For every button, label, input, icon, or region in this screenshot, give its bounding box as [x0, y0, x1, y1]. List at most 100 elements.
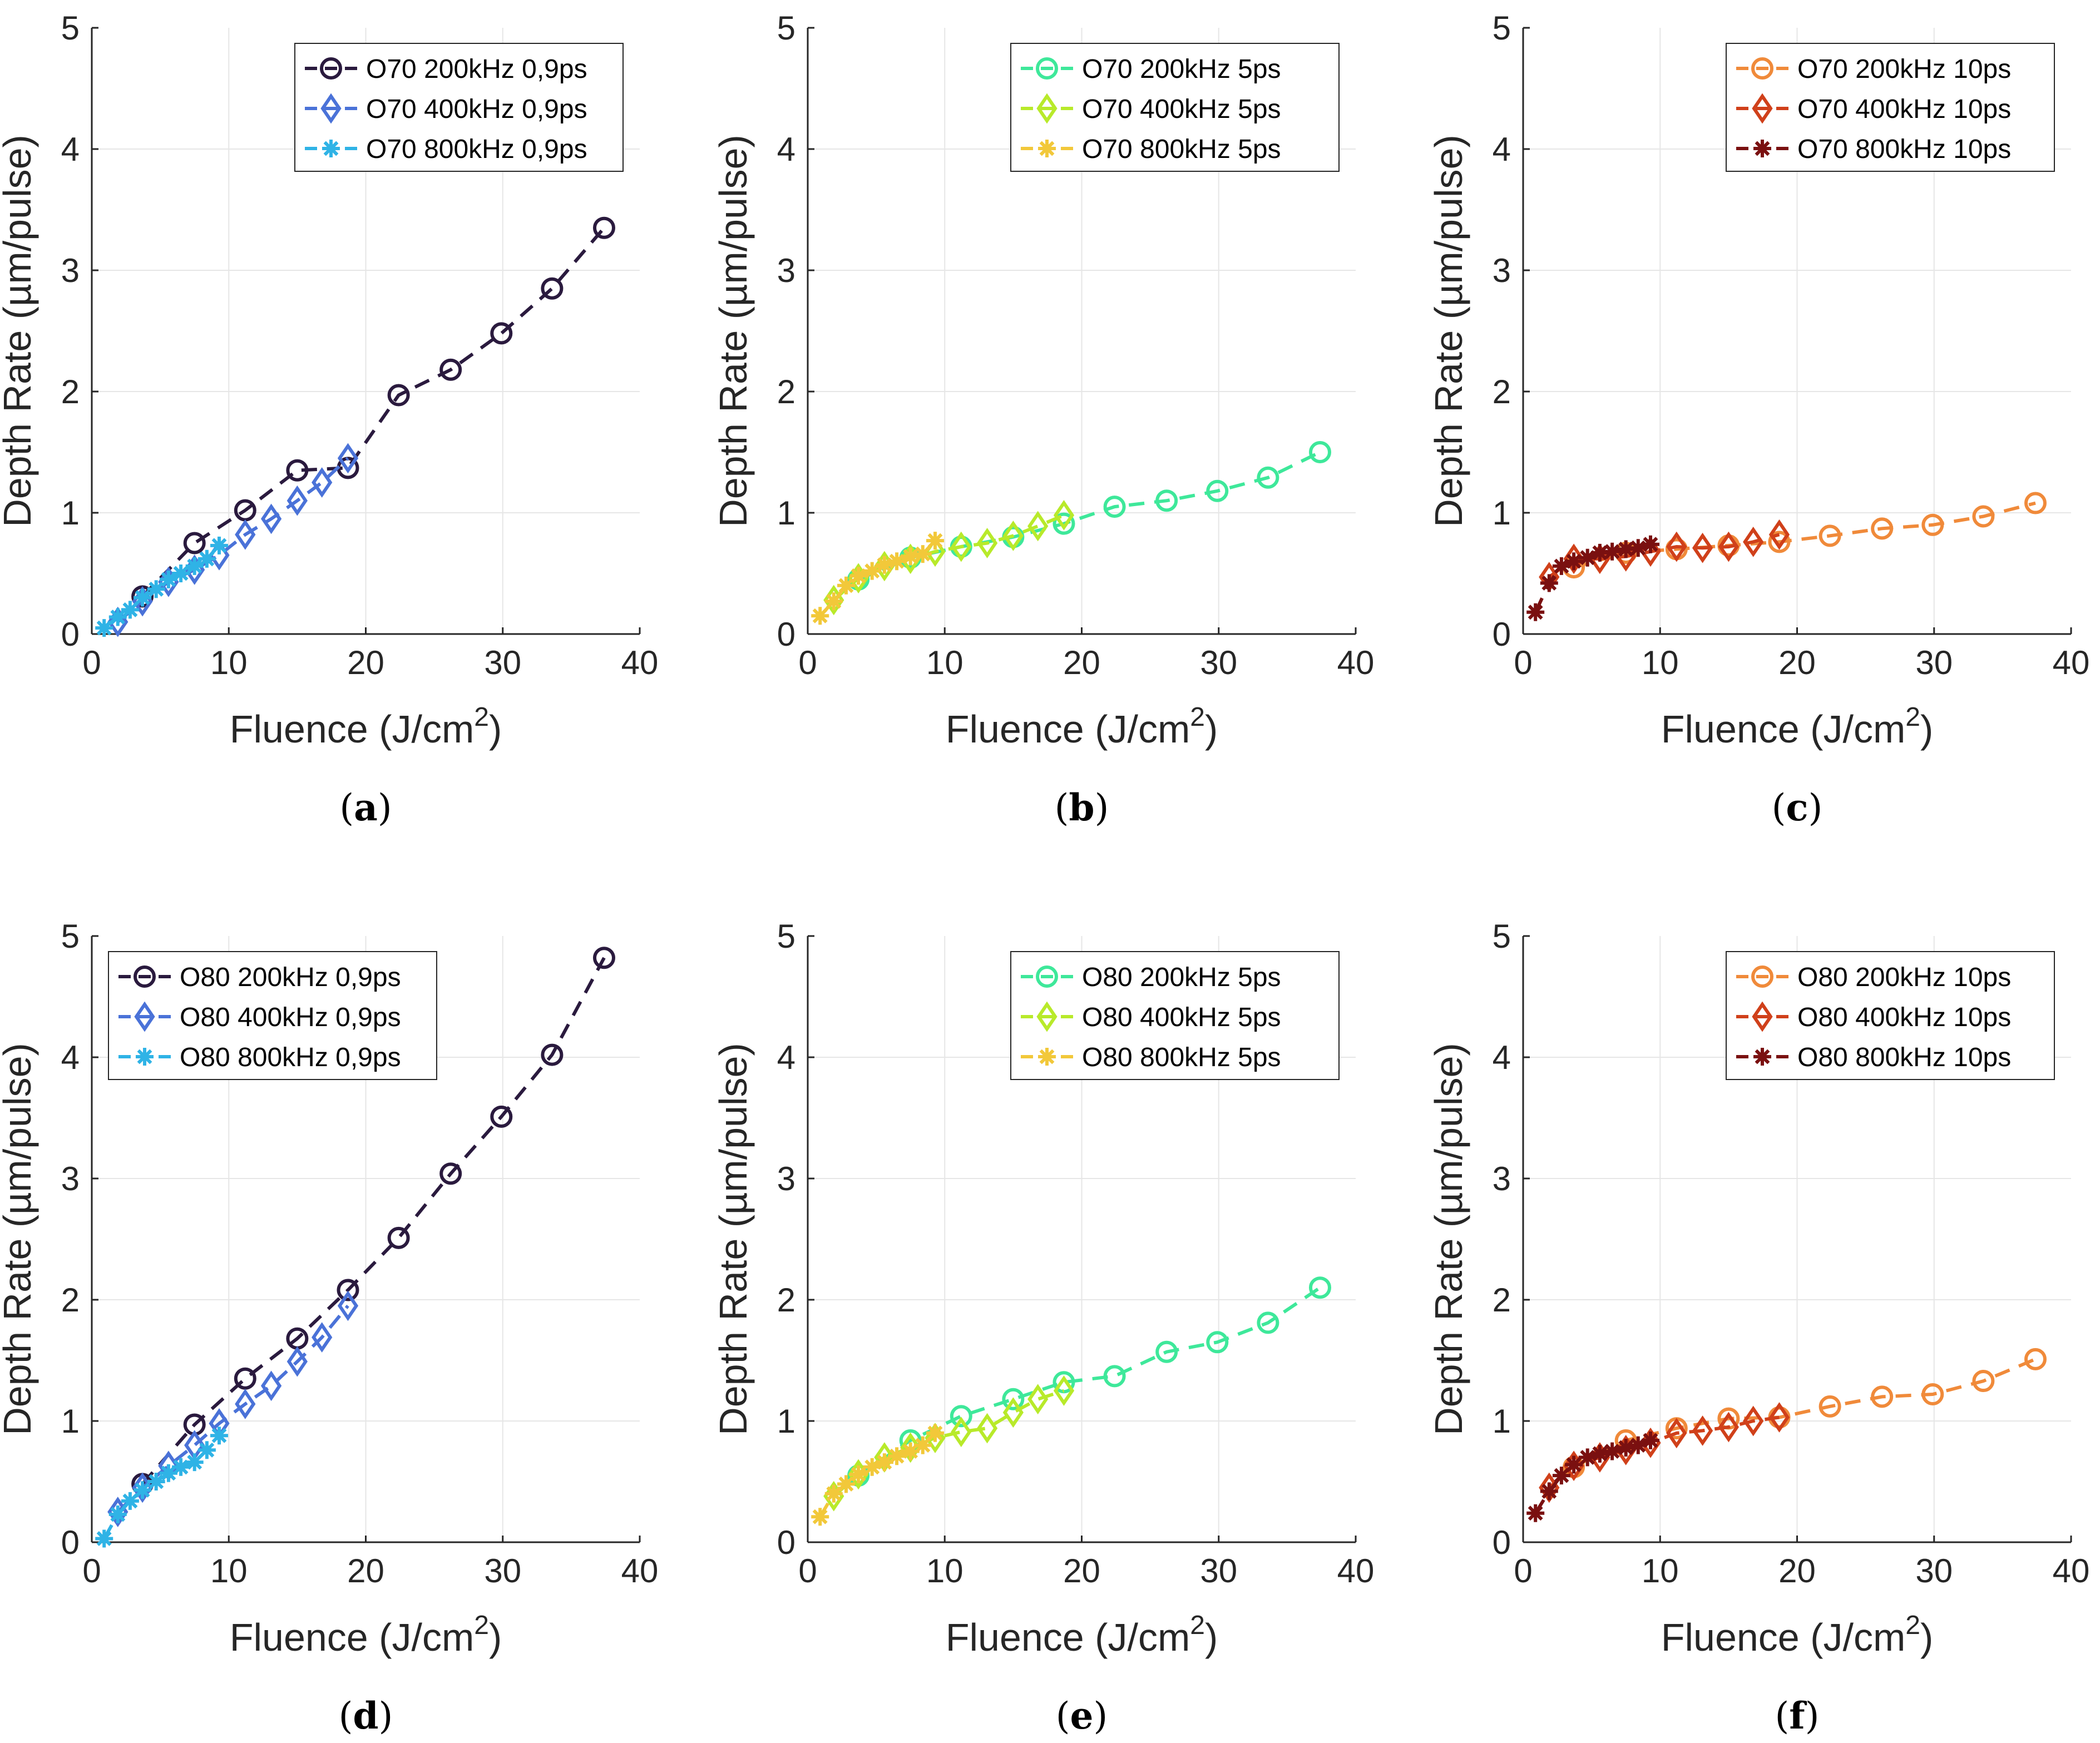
- data-point: [1563, 1450, 1584, 1481]
- data-point: [1257, 1311, 1279, 1334]
- data-point: [1206, 1331, 1229, 1354]
- legend-marker: [134, 965, 156, 988]
- data-point: [1027, 511, 1049, 542]
- y-tick-label: 0: [61, 1524, 80, 1561]
- x-axis-title: Fluence (J/cm2): [230, 702, 502, 751]
- x-axis-title-close: ): [1920, 1616, 1933, 1659]
- y-tick-label: 4: [777, 1039, 795, 1076]
- caption-open: (: [1775, 1695, 1790, 1737]
- panel-caption: (d): [339, 1694, 393, 1737]
- x-tick-label: 20: [1063, 644, 1100, 681]
- data-point: [95, 1529, 113, 1548]
- caption-letter: c: [1786, 786, 1808, 829]
- data-point: [1540, 574, 1558, 592]
- legend-label: O70 800kHz 10ps: [1797, 135, 2011, 164]
- data-point: [875, 1453, 893, 1472]
- x-axis-title-close: ): [1205, 1616, 1218, 1659]
- data-point: [197, 1441, 216, 1459]
- y-tick-label: 1: [1493, 494, 1511, 532]
- y-tick-label: 2: [777, 1281, 795, 1319]
- caption-open: (: [1772, 786, 1786, 829]
- data-point: [541, 277, 564, 300]
- legend-label: O70 800kHz 5ps: [1082, 135, 1281, 164]
- x-tick-label: 10: [210, 1552, 248, 1590]
- legend-label: O80 400kHz 10ps: [1797, 1003, 2011, 1032]
- caption-letter: a: [354, 786, 378, 829]
- legend-item: O70 400kHz 0,9ps: [305, 93, 587, 124]
- data-point: [1002, 1397, 1024, 1428]
- y-tick-label: 3: [1493, 1160, 1511, 1197]
- data-point: [1155, 1340, 1178, 1363]
- data-point: [1718, 1412, 1740, 1443]
- legend-marker: [320, 93, 342, 124]
- data-point: [134, 1481, 152, 1499]
- data-point: [1718, 531, 1740, 562]
- data-point: [286, 1346, 308, 1377]
- legend-marker: [1038, 140, 1056, 157]
- data-point: [234, 1367, 256, 1390]
- data-point: [387, 384, 410, 407]
- data-point: [1666, 1418, 1687, 1449]
- data-point: [286, 459, 309, 482]
- data-point: [863, 1458, 881, 1476]
- legend-item: O70 200kHz 0,9ps: [305, 55, 587, 84]
- legend-item: O80 400kHz 0,9ps: [118, 1001, 401, 1032]
- legend-marker: [1036, 57, 1058, 80]
- data-point: [1972, 505, 1995, 528]
- x-axis-title-close: ): [489, 1616, 502, 1659]
- legend-marker: [1752, 93, 1773, 124]
- data-point: [1540, 1482, 1558, 1501]
- data-point: [592, 947, 615, 969]
- data-point: [197, 549, 216, 568]
- caption-close: ): [1809, 786, 1823, 829]
- y-tick-label: 2: [1493, 373, 1511, 410]
- data-point: [1921, 513, 1944, 536]
- x-axis-title: Fluence (J/cm2): [946, 702, 1218, 751]
- data-point: [108, 608, 127, 626]
- series-line: [116, 457, 349, 623]
- caption-close: ): [1094, 1695, 1108, 1737]
- legend-label: O70 400kHz 10ps: [1797, 95, 2011, 124]
- series-line: [1534, 542, 1651, 613]
- data-point: [1590, 1444, 1609, 1463]
- y-axis-title: Depth Rate (µm/pulse): [1427, 1043, 1470, 1435]
- legend-label: O80 200kHz 0,9ps: [180, 963, 401, 992]
- caption-close: ): [1095, 786, 1109, 829]
- data-point: [337, 1290, 359, 1321]
- x-axis-title-sup: 2: [1905, 1611, 1920, 1640]
- panel-caption: (e): [1056, 1694, 1108, 1737]
- data-point: [1629, 539, 1647, 557]
- caption-letter: e: [1070, 1694, 1094, 1737]
- data-point: [976, 528, 998, 558]
- legend-label: O70 400kHz 0,9ps: [366, 95, 587, 124]
- legend-item: O70 200kHz 10ps: [1736, 55, 2011, 84]
- x-axis-title-close: ): [1920, 707, 1933, 751]
- legend-item: O80 200kHz 5ps: [1021, 963, 1281, 992]
- y-tick-label: 4: [1493, 131, 1511, 168]
- x-axis-title-main: Fluence (J/cm: [230, 707, 475, 751]
- x-tick-label: 30: [484, 1552, 521, 1590]
- y-tick-label: 5: [1493, 918, 1511, 955]
- x-tick-label: 0: [798, 644, 817, 681]
- data-point: [337, 443, 359, 474]
- caption-close: ): [1805, 1695, 1820, 1737]
- legend-marker: [1753, 140, 1771, 157]
- legend-label: O80 400kHz 0,9ps: [180, 1003, 401, 1032]
- y-tick-label: 3: [1493, 252, 1511, 289]
- data-point: [260, 1370, 282, 1402]
- legend-item: O80 200kHz 0,9ps: [118, 963, 401, 992]
- data-point: [439, 358, 462, 381]
- panel-caption: (b): [1055, 786, 1109, 829]
- x-tick-label: 30: [1915, 1552, 1953, 1590]
- legend-item: O80 800kHz 10ps: [1736, 1043, 2011, 1072]
- data-point: [134, 588, 152, 607]
- data-point: [913, 545, 932, 563]
- data-point: [1666, 531, 1687, 562]
- data-point: [1642, 1431, 1659, 1449]
- legend-marker: [1036, 1001, 1058, 1032]
- data-point: [1103, 1365, 1126, 1388]
- data-point: [913, 1436, 932, 1454]
- legend-marker: [320, 57, 342, 80]
